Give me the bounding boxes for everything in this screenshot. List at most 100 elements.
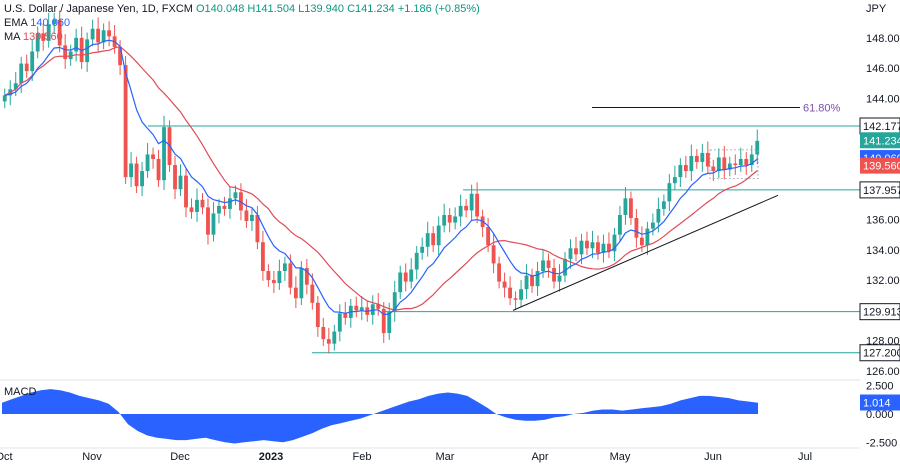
candle-body [211,213,216,235]
candle-body [244,210,249,222]
candle-body [464,205,469,211]
candle-body [282,263,287,271]
time-tick-label: Jun [704,451,722,463]
time-tick-label: Nov [82,451,102,463]
candle-body [530,275,534,287]
candle-body [705,152,710,167]
candle-body [162,127,166,181]
candle-body [24,63,29,72]
candle-body [607,243,611,252]
candle-body [755,140,760,155]
candle-body [420,246,425,253]
time-tick-label: Apr [531,451,548,463]
candle-body [628,198,633,219]
candle-body [376,304,381,309]
candle-body [650,222,655,229]
candle-body [178,175,183,190]
price-level-badge [859,181,900,199]
ema-label: EMA [4,17,28,29]
price-tick-label: 148.000 [866,33,900,45]
chart-header: U.S. Dollar / Japanese Yen, 1D, FXCM O14… [4,3,480,16]
price-badge-label: 139.560 [863,161,900,173]
candle-body [288,263,293,288]
candle-body [96,28,101,43]
candle-body [13,83,18,90]
candle-body [206,207,210,235]
candle-body [425,233,430,247]
candle-body [228,198,232,209]
price-axis-bg [860,0,900,464]
candle-body [200,199,205,208]
trendline [512,194,779,311]
candle-body [502,281,507,288]
candle-body [535,270,540,287]
candle-body [579,240,584,255]
candle-body [30,51,35,72]
candle-body [409,269,414,282]
candle-body [491,245,496,264]
candle-body [568,248,573,259]
candle-body [612,234,617,252]
candle-body [293,287,298,299]
candle-body [585,240,589,249]
candle-body [52,19,57,25]
candle-body [19,63,24,84]
moving-averages [4,39,758,316]
candle-body [2,95,7,102]
grid [0,379,900,449]
candle-body [623,198,628,215]
candle-body [107,30,112,37]
candle-body [145,154,150,172]
candle-body [618,214,622,235]
macd-tick-label: 0.000 [866,409,894,421]
candle-body [129,163,134,178]
candle-body [524,275,529,290]
price-tick-label: 134.000 [866,245,900,257]
price-level-badge [859,303,900,321]
candle-body [249,214,254,222]
candle-body [749,154,754,166]
candle-body [332,331,337,344]
ma-legend[interactable]: MA 139.560 [4,31,63,44]
ema-value: 140.060 [30,17,71,29]
candle-body [661,201,666,209]
candle-body [90,28,95,40]
candle-body [557,275,562,282]
candle-body [733,163,738,166]
candle-body [299,267,304,299]
candle-body [304,267,309,285]
candle-body [46,24,51,41]
candle-body [453,216,458,223]
price-level-label: 127.200 [863,348,900,360]
price-level-label: 142.177 [863,121,900,133]
time-tick-label: May [610,451,631,463]
time-tick-label: Dec [170,451,190,463]
candle-body [469,193,474,211]
candle-body [689,155,694,172]
ema-legend[interactable]: EMA 140.060 [4,17,70,30]
candle-body [508,287,513,299]
candle-body [398,272,403,293]
candle-body [156,158,161,181]
candle-body [694,155,699,162]
price-badge-label: 141.234 [863,135,900,147]
candle-body [656,208,661,223]
macd-tick-label: -2.500 [866,437,897,449]
candle-body [260,242,265,271]
candle-body [552,267,556,282]
candle-body [343,313,348,318]
candle-body [639,237,644,246]
candle-body [35,33,40,52]
candle-body [442,214,447,226]
macd-label: MACD [4,386,37,398]
candle-body [41,33,46,41]
price-level-label: 129.913 [863,307,900,319]
candle-body [436,225,441,246]
candle-body [173,165,177,190]
price-level-badge [859,344,900,362]
time-tick-label: Mar [436,451,455,463]
candle-body [354,305,359,311]
candle-body [447,214,452,223]
